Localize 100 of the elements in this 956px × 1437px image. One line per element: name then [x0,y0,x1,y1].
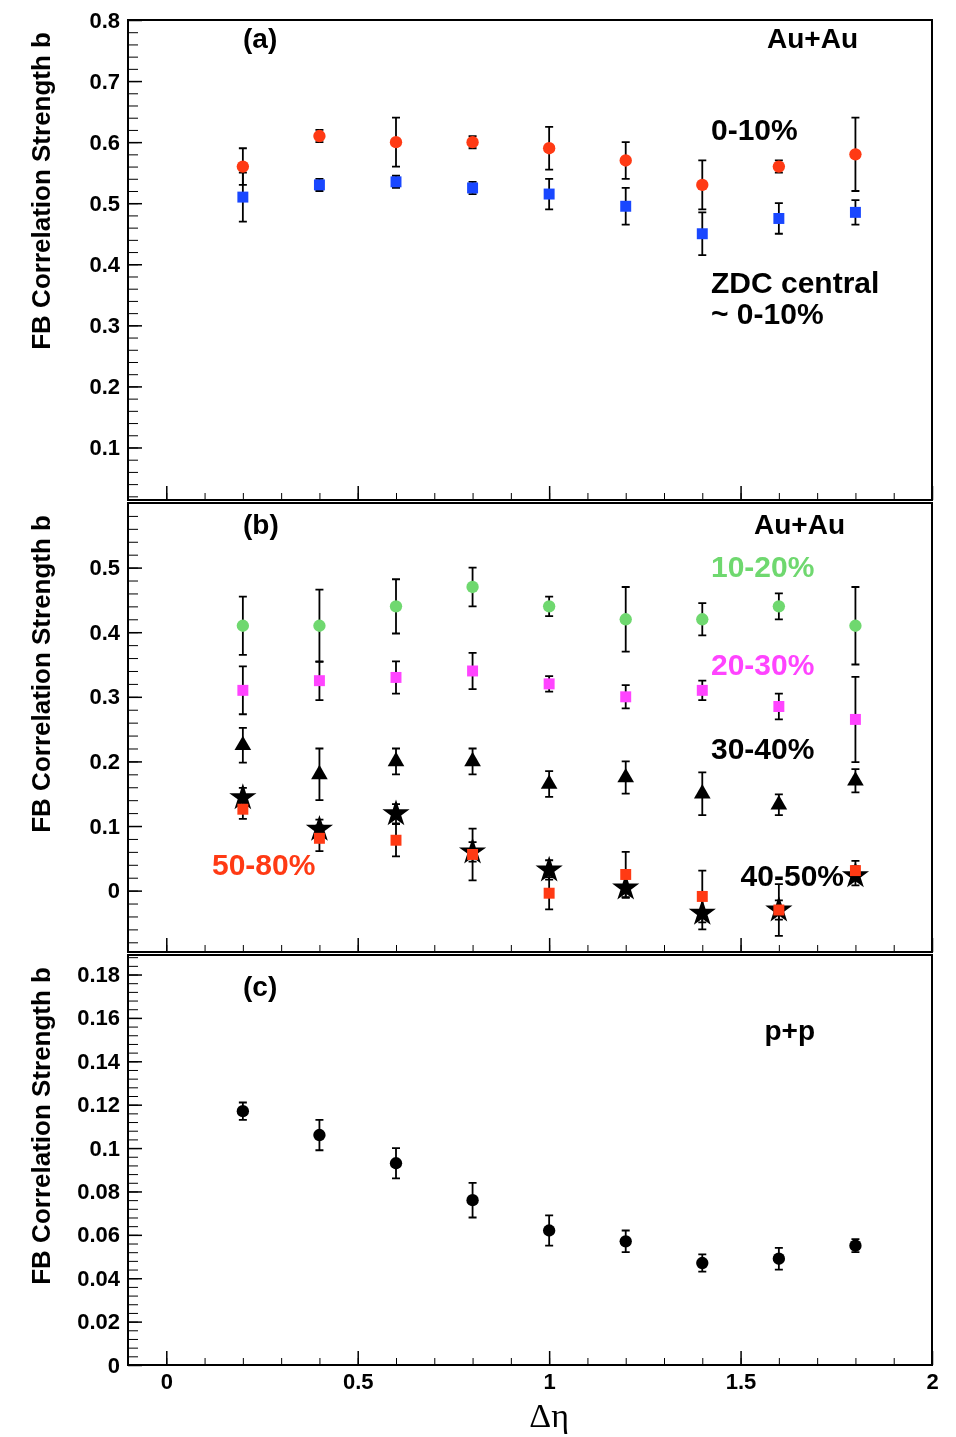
point [466,1193,479,1207]
x-tick-label: 0 [160,1368,173,1394]
point [540,774,558,789]
x-axis-title: Δη [529,1397,569,1434]
y-tick-label: 0.06 [77,1222,120,1248]
point [773,213,785,224]
point [542,1224,556,1237]
point [542,142,556,155]
point [696,178,709,192]
point [849,619,862,632]
y-tick-label: 0.1 [89,813,120,839]
point [236,1105,250,1118]
annotation: p+p [764,1015,815,1046]
point [236,619,250,632]
point [390,834,402,846]
point [619,613,632,626]
point [696,613,709,626]
point [389,135,403,149]
series-label: ZDC central ~ 0-10% [711,266,880,330]
y-tick-label: 0.5 [89,190,120,216]
point [696,890,708,902]
point [619,1235,632,1248]
point [617,767,635,783]
y-tick-label: 0.3 [89,312,120,338]
x-tick-label: 2 [926,1368,939,1394]
y-tick-label: 0.04 [77,1265,121,1291]
point [313,832,325,844]
point [772,600,786,613]
x-tick-label: 1.5 [725,1368,757,1394]
point [535,855,563,882]
series-label: 30-40% [711,732,815,765]
point [229,783,257,810]
point [313,619,326,632]
point [542,600,556,613]
point [696,228,708,240]
point [849,148,862,161]
x-tick-label: 0.5 [342,1368,374,1394]
point [387,751,405,767]
point [313,1128,326,1142]
point [543,188,555,200]
annotation: Au+Au [767,23,858,54]
point [466,580,479,594]
y-tick-label: 0.18 [77,962,120,988]
point [773,701,785,712]
y-axis-title: FB Correlation Strength b [26,967,56,1285]
point [696,684,708,696]
point [234,735,252,751]
point [313,675,325,687]
point [311,764,328,780]
point [236,160,250,173]
y-tick-label: 0.6 [89,129,120,155]
point [772,1252,786,1265]
series-label: 0-10% [711,113,798,146]
point [237,803,249,815]
y-tick-label: 0 [107,1352,120,1378]
point [620,869,632,880]
y-tick-label: 0.08 [77,1179,120,1204]
y-tick-label: 0.8 [89,7,120,33]
y-tick-label: 0.7 [89,68,120,94]
annotation: (a) [243,23,278,54]
series-label: 50-80% [212,848,316,881]
point [770,795,788,810]
point [237,684,249,696]
point [847,771,864,786]
y-tick-label: 0.2 [89,748,120,774]
x-tick-label: 1 [543,1368,556,1394]
y-tick-label: 0.1 [89,435,120,461]
y-tick-label: 0.1 [89,1135,120,1161]
point [389,600,403,613]
point [543,887,555,899]
point [619,154,632,167]
y-tick-label: 0.4 [89,619,121,645]
annotation: Au+Au [754,509,845,540]
point [389,1157,403,1170]
y-tick-label: 0 [107,878,120,904]
y-tick-label: 0.3 [89,684,120,710]
point [382,799,410,826]
point [467,665,479,677]
point [620,200,632,212]
point [849,713,861,725]
y-axis-title: FB Correlation Strength b [26,515,56,833]
point [237,191,249,203]
annotation: (c) [243,971,278,1002]
y-tick-label: 0.2 [89,373,120,399]
point [464,751,481,767]
point [849,206,861,218]
y-axis-title: FB Correlation Strength b [26,32,56,350]
y-tick-label: 0.4 [89,251,121,277]
series-label: 10-20% [711,550,815,583]
y-tick-label: 0.12 [77,1092,120,1118]
annotation: (b) [243,509,279,540]
series-label: 20-30% [711,648,815,681]
y-tick-label: 0.14 [77,1048,121,1074]
point [390,671,402,683]
y-tick-label: 0.16 [77,1005,120,1031]
series-label: 40-50% [740,859,844,892]
y-tick-label: 0.5 [89,555,120,581]
point [620,691,632,703]
point [693,784,711,799]
y-tick-label: 0.02 [77,1309,120,1335]
